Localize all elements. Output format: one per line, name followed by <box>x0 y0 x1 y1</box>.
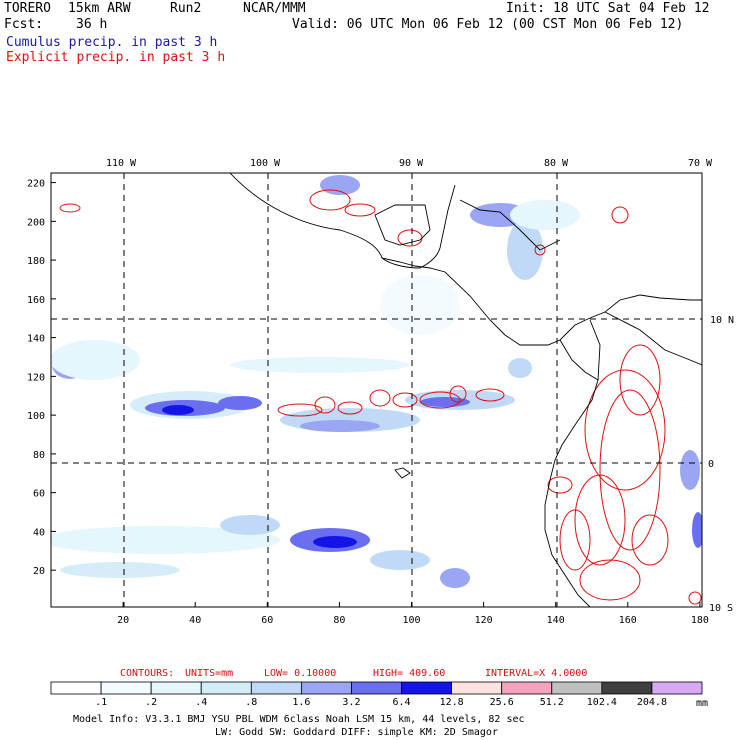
y-tick-label: 220 <box>27 179 45 190</box>
valid-time: Valid: 06 UTC Mon 06 Feb 12 (00 CST Mon … <box>292 17 684 32</box>
color-bar-label: 25.6 <box>490 697 514 708</box>
lon-label-110w: 110 W <box>106 158 137 169</box>
color-bar-swatch <box>601 681 653 695</box>
y-tick-label: 100 <box>27 411 45 422</box>
lon-label-100w: 100 W <box>250 158 281 169</box>
lon-label-90w: 90 W <box>399 158 424 169</box>
color-bar-swatch <box>651 681 703 695</box>
forecast-hour: 36 h <box>76 17 108 32</box>
color-bar-swatch <box>300 681 352 695</box>
model-resolution: 15km ARW <box>68 1 131 16</box>
color-bar-label: 51.2 <box>540 697 564 708</box>
lat-label-10n: 10 N <box>710 315 734 326</box>
physics-info-line: LW: Godd SW: Goddard DIFF: simple KM: 2D… <box>215 727 498 738</box>
lat-lon-grid <box>51 173 702 607</box>
coastline <box>229 173 702 607</box>
y-tick-label: 80 <box>33 450 45 461</box>
y-tick-label: 200 <box>27 217 45 228</box>
run-label: Run2 <box>170 1 202 16</box>
lat-label-0: 0 <box>708 459 714 470</box>
color-bar-swatch <box>501 681 553 695</box>
x-tick-label: 80 <box>333 615 345 626</box>
color-bar-unit: mm <box>696 698 708 709</box>
plot-frame <box>50 172 703 608</box>
color-bar-label: 6.4 <box>393 697 411 708</box>
contours-title: CONTOURS: <box>120 668 174 679</box>
y-axis-ticks: 20 40 60 80 100 120 140 160 180 200 220 <box>27 179 56 577</box>
contours-interval: INTERVAL=X 4.0000 <box>485 668 587 679</box>
color-bar-label: 204.8 <box>637 697 667 708</box>
explicit-precip-contours <box>59 189 702 605</box>
y-tick-label: 180 <box>27 256 45 267</box>
contours-low: LOW= 0.10000 <box>264 668 336 679</box>
x-axis-ticks: 2040608010012014016018020022024026028030… <box>117 602 709 626</box>
color-bar-swatch <box>351 681 402 695</box>
color-bar-swatch <box>100 681 152 695</box>
init-time: Init: 18 UTC Sat 04 Feb 12 <box>506 1 710 16</box>
cumulus-precip-shading <box>51 175 702 588</box>
y-tick-label: 140 <box>27 334 45 345</box>
color-bar-label: 3.2 <box>342 697 360 708</box>
color-bar-swatch <box>401 681 453 695</box>
color-bar-label: .8 <box>245 697 257 708</box>
lon-label-70w: 70 W <box>688 158 713 169</box>
y-tick-label: 160 <box>27 295 45 306</box>
contours-high: HIGH= 409.60 <box>373 668 445 679</box>
color-bar <box>50 681 703 695</box>
precip-field <box>51 173 702 607</box>
model-name: TORERO <box>4 1 51 16</box>
x-tick-label: 160 <box>619 615 637 626</box>
color-bar-swatch <box>200 681 252 695</box>
color-bar-labels: .1 .2 .4 .8 1.6 3.2 6.4 12.8 25.6 51.2 102.4 204.8 <box>95 697 667 708</box>
x-tick-label: 120 <box>475 615 493 626</box>
model-info-line: Model Info: V3.3.1 BMJ YSU PBL WDM 6clas… <box>73 714 525 725</box>
color-bar-label: 12.8 <box>440 697 464 708</box>
y-tick-label: 40 <box>33 527 45 538</box>
lon-label-80w: 80 W <box>544 158 569 169</box>
org-label: NCAR/MMM <box>243 1 306 16</box>
lat-label-10s: 10 S <box>709 603 733 614</box>
x-tick-label: 100 <box>402 615 420 626</box>
color-bar-swatch <box>551 681 603 695</box>
color-bar-swatch <box>451 681 503 695</box>
color-bar-label: .1 <box>95 697 107 708</box>
x-tick-label: 60 <box>261 615 273 626</box>
x-tick-label: 20 <box>117 615 129 626</box>
contours-units: UNITS=mm <box>185 668 233 679</box>
color-bar-label: 1.6 <box>292 697 310 708</box>
x-tick-label: 40 <box>189 615 201 626</box>
color-bar-label: 102.4 <box>587 697 617 708</box>
x-tick-label: 140 <box>547 615 565 626</box>
color-bar-label: .4 <box>195 697 207 708</box>
color-bar-swatch <box>50 681 102 695</box>
cumulus-precip-label: Cumulus precip. in past 3 h <box>6 35 218 50</box>
y-tick-label: 20 <box>33 566 45 577</box>
y-tick-label: 60 <box>33 489 45 500</box>
x-tick-label: 180 <box>691 615 709 626</box>
color-bar-swatch <box>250 681 302 695</box>
y-tick-label: 120 <box>27 372 45 383</box>
color-bar-label: .2 <box>145 697 157 708</box>
explicit-precip-label: Explicit precip. in past 3 h <box>6 50 226 65</box>
color-bar-swatch <box>150 681 202 695</box>
forecast-label: Fcst: <box>4 17 44 32</box>
